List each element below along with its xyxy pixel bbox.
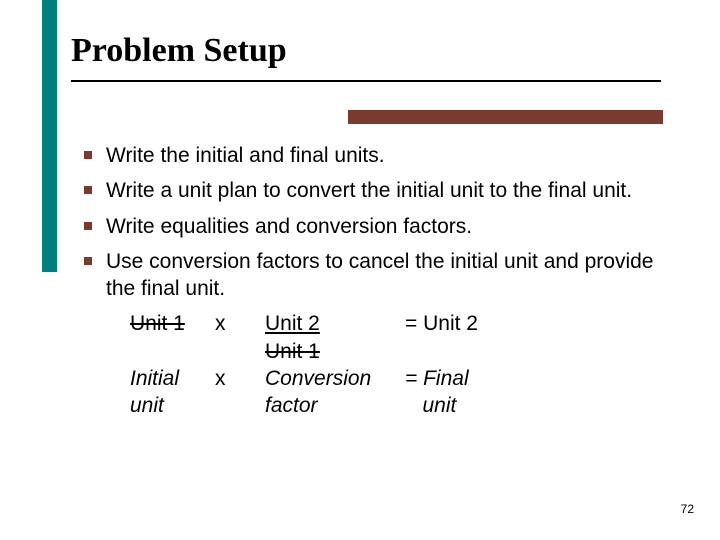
page-number: 72	[681, 502, 694, 516]
math-cell: Unit 1	[130, 310, 215, 337]
initial-label-line2: unit	[130, 392, 215, 419]
bullet-item: Use conversion factors to cancel the ini…	[84, 248, 668, 303]
times-operator: x	[215, 367, 226, 390]
bullet-item: Write equalities and conversion factors.	[84, 213, 668, 240]
math-cell: = Unit 2	[405, 310, 525, 337]
unit1-strikethrough: Unit 1	[130, 312, 185, 335]
initial-label-line1: Initial	[130, 365, 215, 392]
bullet-item: Write the initial and final units.	[84, 142, 668, 169]
math-cell: = Final unit	[405, 365, 525, 420]
math-row: Unit 1	[130, 338, 668, 365]
bullet-marker-icon	[84, 257, 92, 265]
math-cell: Unit 2	[265, 310, 405, 337]
final-label-line2: unit	[405, 392, 525, 419]
bullet-text: Write a unit plan to convert the initial…	[106, 177, 668, 204]
math-cell	[405, 338, 525, 365]
math-row: Initial unit x Conversion factor = Final…	[130, 365, 668, 420]
math-cell: x	[215, 310, 265, 337]
math-row: Unit 1 x Unit 2 = Unit 2	[130, 310, 668, 337]
unit1-denominator-strikethrough: Unit 1	[265, 340, 320, 363]
slide: Problem Setup Write the initial and fina…	[0, 0, 720, 540]
math-cell: Unit 1	[265, 338, 405, 365]
content-area: Write the initial and final units. Write…	[84, 142, 668, 420]
bullet-item: Write a unit plan to convert the initial…	[84, 177, 668, 204]
math-cell: x	[215, 365, 265, 420]
vertical-accent-bar	[42, 0, 57, 272]
slide-title: Problem Setup	[71, 32, 661, 70]
bullet-text: Use conversion factors to cancel the ini…	[106, 248, 668, 303]
bullet-marker-icon	[84, 186, 92, 194]
math-block: Unit 1 x Unit 2 = Unit 2 Unit 1 Initial …	[130, 310, 668, 419]
bullet-text: Write the initial and final units.	[106, 142, 668, 169]
math-cell	[215, 338, 265, 365]
math-cell: Conversion factor	[265, 365, 405, 420]
conversion-label-line2: factor	[265, 392, 405, 419]
math-cell: Initial unit	[130, 365, 215, 420]
fraction-numerator: Unit 2	[265, 312, 320, 335]
conversion-label-line1: Conversion	[265, 365, 405, 392]
final-label-line1: = Final	[405, 365, 525, 392]
bullet-marker-icon	[84, 222, 92, 230]
math-cell	[130, 338, 215, 365]
title-container: Problem Setup	[71, 32, 661, 82]
bullet-text: Write equalities and conversion factors.	[106, 213, 668, 240]
horizontal-accent-bar	[348, 110, 663, 124]
bullet-marker-icon	[84, 151, 92, 159]
